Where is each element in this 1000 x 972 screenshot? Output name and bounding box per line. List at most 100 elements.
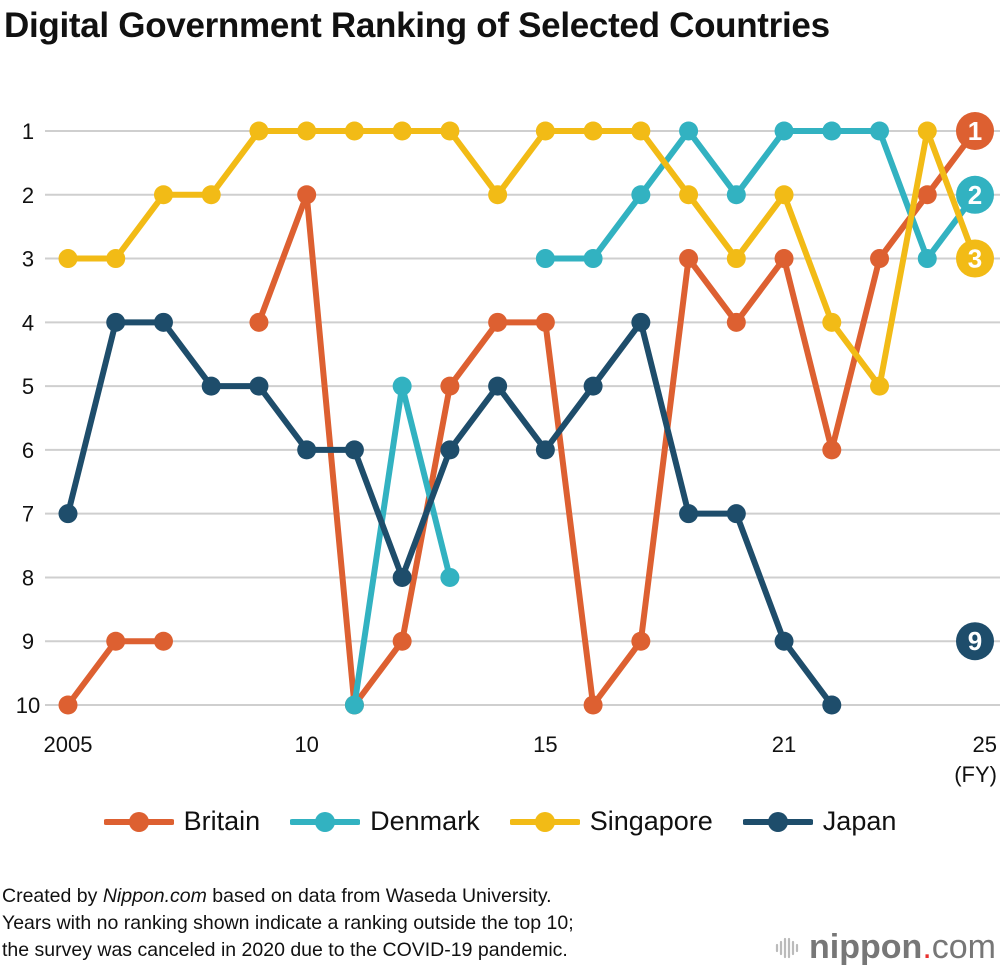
data-point xyxy=(392,121,412,141)
data-point xyxy=(726,249,746,269)
final-rank-badge xyxy=(956,112,994,150)
data-point xyxy=(249,376,269,396)
footer-line-3: the survey was canceled in 2020 due to t… xyxy=(2,939,568,961)
data-point xyxy=(535,249,555,269)
data-point xyxy=(679,504,699,524)
series-line xyxy=(545,128,978,262)
legend-swatch xyxy=(742,811,813,832)
footer-prefix: Created by xyxy=(2,885,103,907)
data-point xyxy=(822,440,842,460)
legend-item-denmark: Denmark xyxy=(290,806,480,837)
x-tick-label: 21 xyxy=(772,732,796,757)
data-point xyxy=(870,249,890,269)
series-line xyxy=(65,638,164,707)
data-point xyxy=(297,121,317,141)
data-point xyxy=(392,631,412,651)
nippon-logo: nippon.com xyxy=(775,928,996,967)
data-point xyxy=(106,312,126,332)
data-point xyxy=(774,631,794,651)
sound-wave-icon xyxy=(775,937,799,958)
legend-swatch xyxy=(103,811,174,832)
legend-label: Japan xyxy=(822,806,897,836)
data-point xyxy=(58,695,78,715)
legend: Britain Denmark Singapore Japan xyxy=(0,806,1000,837)
y-tick-label: 9 xyxy=(22,629,34,654)
legend-swatch xyxy=(290,811,361,832)
data-point xyxy=(726,185,746,205)
y-tick-label: 1 xyxy=(22,119,34,144)
data-point xyxy=(917,121,937,141)
logo-name: nippon xyxy=(809,928,923,966)
data-point xyxy=(631,312,651,332)
data-point xyxy=(106,631,126,651)
data-point xyxy=(440,440,460,460)
data-point xyxy=(917,249,937,269)
x-axis-ticks: 2005 10 15 21 25 (FY) xyxy=(44,732,997,787)
y-tick-label: 6 xyxy=(22,438,34,463)
data-point xyxy=(201,376,221,396)
data-point xyxy=(679,249,699,269)
footer-line-2: Years with no ranking shown indicate a r… xyxy=(2,912,574,934)
data-point xyxy=(392,567,412,587)
data-point xyxy=(249,121,269,141)
data-point xyxy=(774,185,794,205)
y-tick-label: 2 xyxy=(22,183,34,208)
chart-title: Digital Government Ranking of Selected C… xyxy=(4,6,830,45)
data-point xyxy=(631,631,651,651)
y-tick-label: 4 xyxy=(22,310,34,335)
logo-dot: . xyxy=(922,928,932,966)
data-point xyxy=(631,185,651,205)
data-point xyxy=(535,312,555,332)
source-note: Created by Nippon.com based on data from… xyxy=(2,883,574,964)
data-point xyxy=(249,312,269,332)
final-rank-badge xyxy=(956,175,994,214)
y-tick-label: 3 xyxy=(22,247,34,272)
data-point xyxy=(392,376,412,396)
data-point xyxy=(488,376,508,396)
final-rank-label: 9 xyxy=(968,626,982,656)
legend-swatch xyxy=(509,811,580,832)
data-point xyxy=(679,185,699,205)
data-point xyxy=(58,504,78,524)
data-point xyxy=(344,121,364,141)
data-point xyxy=(488,312,508,332)
series-line xyxy=(351,383,453,706)
data-point xyxy=(440,567,460,587)
data-point xyxy=(344,440,364,460)
legend-label: Singapore xyxy=(589,806,713,836)
series-lines: 1 2 3 9 xyxy=(58,112,994,715)
logo-tld: com xyxy=(931,928,996,966)
data-point xyxy=(822,312,842,332)
data-point xyxy=(822,121,842,141)
final-rank-label: 2 xyxy=(968,180,982,210)
data-point xyxy=(726,504,746,524)
data-point xyxy=(583,376,603,396)
legend-item-britain: Britain xyxy=(103,806,260,837)
data-point xyxy=(870,121,890,141)
x-axis-unit: (FY) xyxy=(954,762,997,787)
data-point xyxy=(153,312,173,332)
data-point xyxy=(488,185,508,205)
legend-item-japan: Japan xyxy=(742,806,897,837)
footer-brand: Nippon.com xyxy=(102,885,207,907)
x-tick-label: 25 xyxy=(973,732,997,757)
data-point xyxy=(344,695,364,715)
data-point xyxy=(153,631,173,651)
y-tick-label: 7 xyxy=(22,502,34,527)
data-point xyxy=(774,121,794,141)
data-point xyxy=(535,121,555,141)
final-rank-badge xyxy=(956,622,994,661)
data-point xyxy=(583,695,603,715)
data-point xyxy=(679,121,699,141)
data-point xyxy=(535,440,555,460)
data-point xyxy=(870,376,890,396)
final-rank-label: 3 xyxy=(968,244,982,274)
y-tick-label: 10 xyxy=(16,693,40,718)
data-point xyxy=(726,312,746,332)
data-point xyxy=(106,249,126,269)
final-rank-badge xyxy=(956,239,994,278)
y-tick-label: 8 xyxy=(22,565,34,590)
data-point xyxy=(153,185,173,205)
series-denmark: 2 xyxy=(344,121,994,715)
